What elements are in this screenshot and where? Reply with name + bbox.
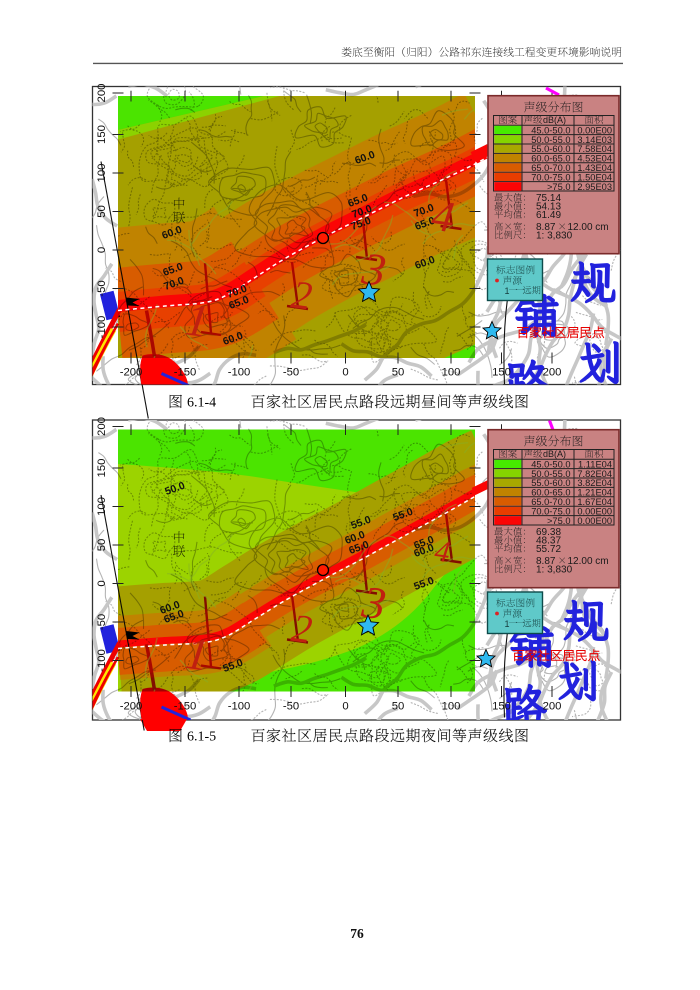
svg-text:76: 76: [350, 926, 364, 941]
svg-text:dB(A): dB(A): [543, 449, 566, 459]
svg-text:4: 4: [433, 535, 452, 570]
svg-text:1: 1: [505, 286, 510, 296]
svg-text:200: 200: [96, 84, 108, 103]
svg-text:4.53E04: 4.53E04: [577, 154, 612, 164]
svg-text:dB(A): dB(A): [543, 115, 566, 125]
svg-text:45.0-50.0: 45.0-50.0: [531, 125, 570, 135]
svg-text:1.50E04: 1.50E04: [577, 172, 612, 182]
svg-text:45.0-50.0: 45.0-50.0: [531, 459, 570, 469]
svg-text:100: 100: [442, 701, 461, 713]
svg-text:55.0-60.0: 55.0-60.0: [531, 144, 570, 154]
svg-text:200: 200: [543, 367, 562, 379]
svg-text:200: 200: [96, 417, 108, 436]
svg-text:0: 0: [96, 247, 108, 253]
svg-text:100: 100: [96, 164, 108, 183]
svg-text:1: 1: [505, 619, 510, 629]
svg-text:3.82E04: 3.82E04: [577, 478, 612, 488]
svg-text:-100: -100: [228, 367, 251, 379]
svg-text:1.21E04: 1.21E04: [577, 488, 612, 498]
svg-text:100: 100: [96, 497, 108, 516]
svg-text:0.00E00: 0.00E00: [577, 506, 612, 516]
svg-text:0: 0: [96, 580, 108, 586]
svg-text:200: 200: [543, 701, 562, 713]
svg-text:50: 50: [392, 367, 405, 379]
svg-text:0: 0: [342, 701, 348, 713]
svg-text:50: 50: [96, 539, 108, 552]
svg-text:50.0-55.0: 50.0-55.0: [531, 469, 570, 479]
svg-text:8.87: 8.87: [536, 222, 556, 233]
svg-text:-100: -100: [228, 701, 251, 713]
svg-text:50.0-55.0: 50.0-55.0: [531, 135, 570, 145]
svg-text:-50: -50: [96, 280, 108, 296]
svg-text:>75.0: >75.0: [547, 182, 571, 192]
svg-text:1.43E04: 1.43E04: [577, 163, 612, 173]
svg-text:1.67E04: 1.67E04: [577, 497, 612, 507]
svg-text:-150: -150: [174, 701, 197, 713]
svg-text:1: 3,830: 1: 3,830: [536, 564, 573, 575]
svg-text:100: 100: [442, 367, 461, 379]
svg-text:1.11E04: 1.11E04: [578, 459, 612, 469]
svg-text:0.00E00: 0.00E00: [577, 516, 612, 526]
svg-text:>75.0: >75.0: [547, 516, 571, 526]
svg-text:-50: -50: [96, 614, 108, 630]
svg-text:54.13: 54.13: [536, 201, 561, 212]
svg-text:12.00 cm: 12.00 cm: [568, 222, 609, 233]
svg-text:6.1-4: 6.1-4: [187, 396, 216, 411]
svg-text:7.58E04: 7.58E04: [577, 144, 612, 154]
svg-text:-50: -50: [283, 367, 299, 379]
svg-text:60.0-65.0: 60.0-65.0: [531, 154, 570, 164]
svg-text:0: 0: [342, 367, 348, 379]
svg-text:55.72: 55.72: [536, 544, 561, 555]
svg-text:150: 150: [96, 125, 108, 144]
svg-text:-200: -200: [120, 701, 143, 713]
svg-text:6.1-5: 6.1-5: [187, 730, 216, 745]
svg-text:8.87: 8.87: [536, 556, 556, 567]
svg-text:50: 50: [392, 701, 405, 713]
svg-text:61.49: 61.49: [536, 210, 561, 221]
svg-text:150: 150: [96, 459, 108, 478]
svg-text:7.82E04: 7.82E04: [577, 469, 612, 479]
svg-text:-100: -100: [96, 316, 108, 339]
svg-text:60.0-65.0: 60.0-65.0: [531, 488, 570, 498]
svg-text:2.95E03: 2.95E03: [577, 182, 612, 192]
svg-text:75.14: 75.14: [536, 193, 561, 204]
svg-text:65.0-70.0: 65.0-70.0: [531, 163, 570, 173]
svg-text:-150: -150: [174, 367, 197, 379]
svg-text:-100: -100: [96, 649, 108, 672]
svg-text:150: 150: [492, 367, 511, 379]
svg-text:0.00E00: 0.00E00: [577, 125, 612, 135]
svg-text:69.38: 69.38: [536, 527, 561, 538]
svg-text:-200: -200: [120, 367, 143, 379]
svg-text:70.0-75.0: 70.0-75.0: [531, 506, 570, 516]
svg-text:50: 50: [96, 205, 108, 218]
svg-text:70.0-75.0: 70.0-75.0: [531, 172, 570, 182]
svg-text:-50: -50: [283, 701, 299, 713]
svg-text:65.0-70.0: 65.0-70.0: [531, 497, 570, 507]
svg-text:1: 3,830: 1: 3,830: [536, 230, 573, 241]
svg-text:55.0-60.0: 55.0-60.0: [531, 478, 570, 488]
svg-text:12.00 cm: 12.00 cm: [568, 556, 609, 567]
svg-text:150: 150: [492, 701, 511, 713]
svg-text:48.37: 48.37: [536, 535, 561, 546]
svg-text:3.14E03: 3.14E03: [577, 135, 612, 145]
